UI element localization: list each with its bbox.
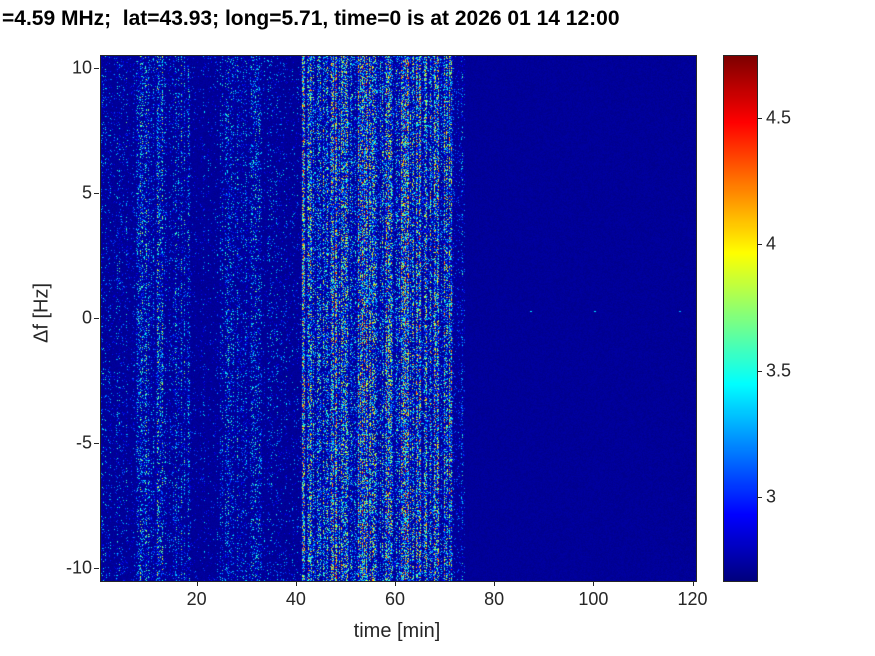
plot-area xyxy=(100,55,697,582)
colorbar xyxy=(723,55,758,582)
y-tick-mark xyxy=(94,317,99,319)
y-axis-label: Δf [Hz] xyxy=(30,282,53,344)
y-tick-label: -5 xyxy=(75,432,92,452)
x-tick-label: 40 xyxy=(285,589,306,609)
colorbar-tick-mark xyxy=(757,244,762,246)
colorbar-tick-mark xyxy=(757,496,762,498)
x-tick-mark xyxy=(692,581,694,586)
y-tick-mark xyxy=(94,567,99,569)
x-tick-mark xyxy=(295,581,297,586)
x-tick-mark xyxy=(593,581,595,586)
colorbar-tick-label: 4.5 xyxy=(766,107,792,128)
heatmap-canvas xyxy=(101,56,696,581)
colorbar-tick-label: 3 xyxy=(766,486,777,507)
colorbar-tick-label: 4 xyxy=(766,233,777,254)
y-tick-mark xyxy=(94,67,99,69)
colorbar-tick-mark xyxy=(757,118,762,120)
colorbar-canvas xyxy=(724,56,757,581)
x-tick-mark xyxy=(395,581,397,586)
colorbar-tick-label: 3.5 xyxy=(766,360,792,380)
x-tick-label: 120 xyxy=(677,589,708,609)
x-tick-label: 80 xyxy=(484,589,505,609)
x-tick-label: 100 xyxy=(578,589,609,609)
y-tick-mark xyxy=(94,192,99,194)
x-tick-mark xyxy=(196,581,198,586)
y-tick-label: -10 xyxy=(65,557,92,577)
colorbar-tick-mark xyxy=(757,370,762,372)
x-tick-mark xyxy=(494,581,496,586)
x-tick-label: 20 xyxy=(186,589,207,609)
y-tick-label: 0 xyxy=(81,307,92,327)
y-tick-mark xyxy=(94,442,99,444)
x-tick-label: 60 xyxy=(385,589,406,609)
y-tick-label: 5 xyxy=(81,182,92,202)
chart-title: =4.59 MHz; lat=43.93; long=5.71, time=0 … xyxy=(2,7,620,30)
x-axis-label: time [min] xyxy=(353,620,441,642)
y-tick-label: 10 xyxy=(71,57,92,77)
